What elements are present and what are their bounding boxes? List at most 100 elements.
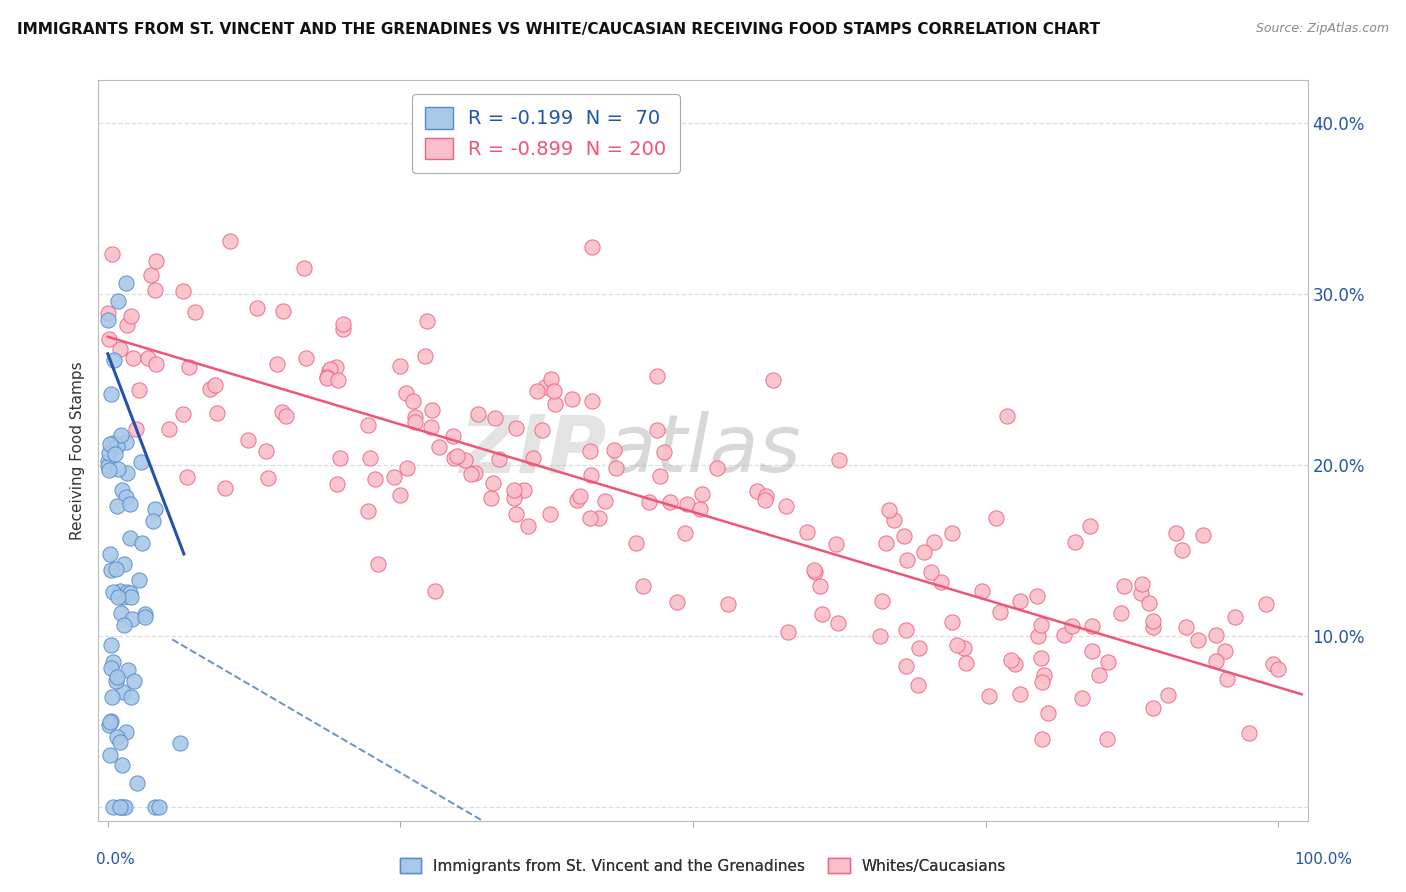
Point [143, 283, 166, 297]
Point [1031, 731, 1053, 746]
Point [120, 591, 142, 605]
Point [266, 357, 288, 371]
Point [122, 351, 145, 365]
Point [907, 678, 929, 692]
Point [184, 304, 207, 318]
Point [540, 372, 562, 386]
Point [143, 800, 166, 814]
Point [443, 450, 465, 465]
Y-axis label: Receiving Food Stamps: Receiving Food Stamps [69, 361, 84, 540]
Point [1010, 594, 1032, 608]
Point [637, 495, 659, 509]
Point [107, 461, 129, 475]
Point [1032, 668, 1054, 682]
Text: ZIP: ZIP [458, 411, 606, 490]
Point [108, 800, 131, 814]
Point [645, 368, 668, 383]
Point [1111, 607, 1133, 621]
Point [1170, 542, 1192, 557]
Point [941, 526, 963, 541]
Point [246, 301, 269, 315]
Point [648, 468, 671, 483]
Point [98, 714, 121, 729]
Point [827, 616, 849, 631]
Point [100, 714, 122, 728]
Point [482, 476, 505, 491]
Point [124, 673, 146, 688]
Point [503, 483, 526, 497]
Point [254, 443, 277, 458]
Point [1142, 614, 1164, 628]
Legend: Immigrants from St. Vincent and the Grenadines, Whites/Caucasians: Immigrants from St. Vincent and the Gren… [394, 852, 1012, 880]
Point [1081, 643, 1104, 657]
Text: atlas: atlas [606, 411, 801, 490]
Point [318, 362, 340, 376]
Point [389, 488, 412, 502]
Text: Source: ZipAtlas.com: Source: ZipAtlas.com [1256, 22, 1389, 36]
Point [775, 499, 797, 513]
Point [828, 453, 851, 467]
Point [97, 312, 120, 326]
Point [315, 369, 337, 384]
Point [404, 416, 426, 430]
Point [579, 511, 602, 525]
Point [1088, 668, 1111, 682]
Point [1254, 597, 1277, 611]
Point [652, 445, 675, 459]
Point [108, 800, 131, 814]
Point [1129, 586, 1152, 600]
Point [1267, 662, 1289, 676]
Point [1095, 731, 1118, 746]
Point [129, 455, 152, 469]
Point [120, 497, 142, 511]
Text: 100.0%: 100.0% [1295, 852, 1353, 867]
Point [97, 454, 120, 468]
Point [526, 384, 548, 399]
Point [581, 394, 603, 409]
Point [115, 584, 138, 599]
Point [100, 661, 122, 675]
Point [97, 459, 120, 474]
Point [198, 382, 221, 396]
Point [402, 393, 425, 408]
Point [984, 511, 1007, 525]
Point [103, 448, 125, 462]
Point [446, 449, 468, 463]
Point [972, 583, 994, 598]
Point [931, 574, 953, 589]
Point [169, 736, 191, 750]
Point [631, 579, 654, 593]
Point [717, 598, 740, 612]
Point [762, 372, 785, 386]
Point [1187, 633, 1209, 648]
Point [326, 476, 349, 491]
Point [292, 260, 315, 275]
Point [395, 386, 418, 401]
Point [101, 435, 124, 450]
Point [945, 638, 967, 652]
Point [1060, 619, 1083, 633]
Point [128, 574, 150, 588]
Point [98, 718, 121, 732]
Point [111, 684, 134, 698]
Point [115, 725, 138, 739]
Point [105, 439, 128, 453]
Point [803, 565, 825, 579]
Point [332, 322, 354, 336]
Point [128, 383, 150, 397]
Point [1004, 657, 1026, 671]
Point [912, 545, 935, 559]
Point [172, 284, 194, 298]
Point [593, 494, 616, 508]
Point [517, 519, 540, 533]
Point [1010, 687, 1032, 701]
Point [294, 351, 316, 366]
Point [1064, 534, 1087, 549]
Point [101, 800, 124, 814]
Point [578, 443, 600, 458]
Point [114, 800, 136, 814]
Point [111, 483, 134, 497]
Point [896, 623, 918, 637]
Point [124, 422, 146, 436]
Point [1038, 706, 1060, 720]
